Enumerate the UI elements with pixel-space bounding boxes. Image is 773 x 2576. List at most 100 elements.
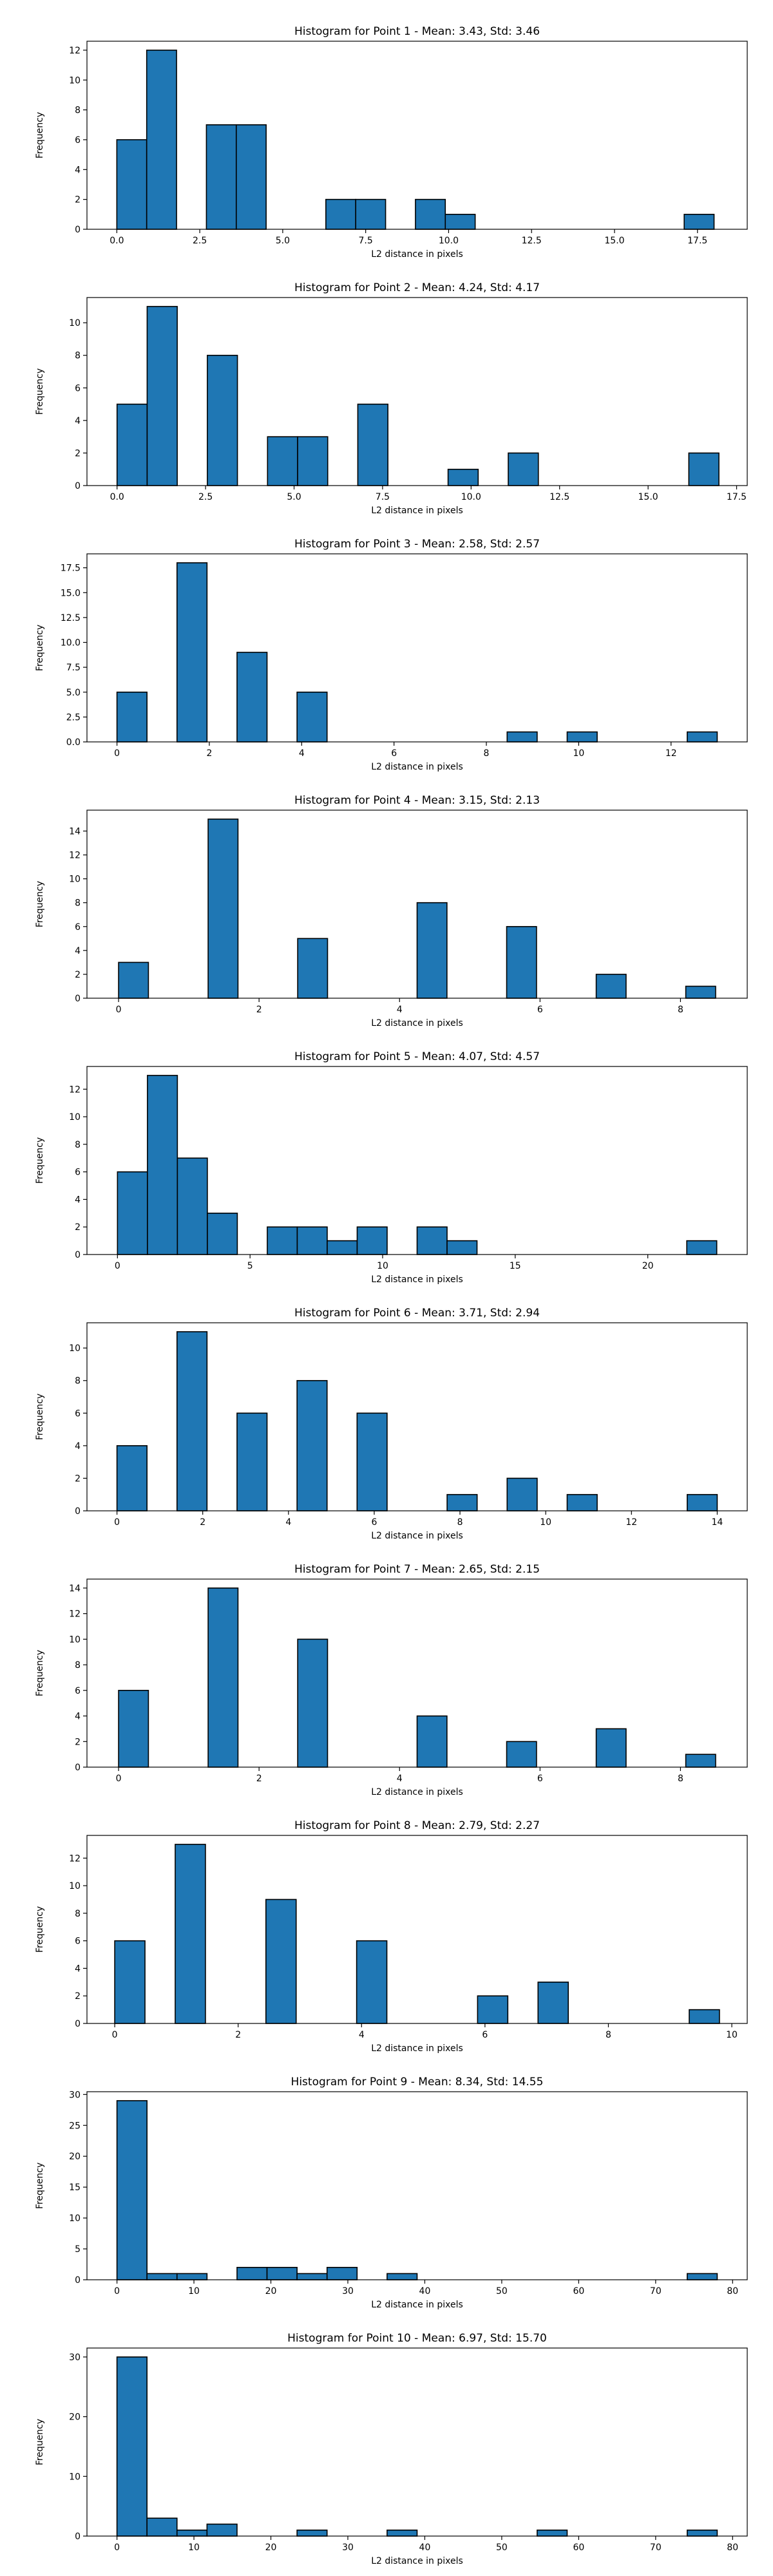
y-axis-label: Frequency [35,1906,45,1953]
histogram-bar [446,1493,478,1511]
x-tick-label: 0 [114,748,120,759]
histogram-bar [297,1638,329,1768]
y-tick-label: 2 [75,195,81,205]
x-axis-label: L2 distance in pixels [371,1018,463,1028]
y-tick-label: 20 [69,2152,81,2162]
histogram-bar [537,1982,569,2024]
histogram-bar [236,2267,268,2280]
x-axis-label: L2 distance in pixels [371,2043,463,2054]
y-tick-label: 25 [69,2121,81,2131]
y-tick-label: 17.5 [61,564,81,574]
x-axis-label: L2 distance in pixels [371,762,463,772]
x-tick-label: 2 [256,1005,262,1015]
x-tick-label: 2 [235,2030,241,2040]
histogram-bar [687,2273,718,2280]
histogram-bar [688,452,720,486]
x-tick-label: 30 [342,2286,354,2297]
axes-frame [86,41,748,230]
histogram-bar [537,2529,568,2537]
y-tick-label: 2 [75,448,81,459]
histogram-bar [566,731,598,743]
histogram-bar [176,2273,208,2280]
x-tick-label: 0 [114,2286,120,2297]
x-tick-label: 20 [265,2286,277,2297]
histogram-bar [506,1741,537,1768]
histogram-bar [266,2267,298,2280]
x-tick-label: 12.5 [549,492,569,502]
x-tick-label: 2 [200,1517,205,1528]
histogram-bar [683,214,715,230]
x-tick-label: 4 [359,2030,365,2040]
histogram-bar [118,961,149,999]
x-tick-label: 15.0 [638,492,658,502]
y-tick-label: 8 [75,1376,81,1387]
y-tick-label: 2 [75,970,81,980]
x-tick-label: 70 [650,2286,662,2297]
histogram-bar [687,731,718,743]
axes-frame [86,1835,748,2024]
y-tick-label: 4 [75,1195,81,1205]
histogram-bar [176,2529,208,2537]
histogram-bar [176,1331,208,1511]
histogram-bar [146,2273,178,2280]
y-tick-label: 4 [75,1712,81,1722]
histogram-bar [356,1940,388,2024]
y-tick-label: 0 [75,2532,81,2542]
x-axis-label: L2 distance in pixels [371,1531,463,1541]
y-tick-label: 2 [75,1222,81,1233]
histogram-panel: Histogram for Point 5 - Mean: 4.07, Std:… [35,1050,748,1285]
x-tick-label: 12 [625,1517,637,1528]
y-axis-label: Frequency [35,2419,45,2465]
x-tick-label: 10 [540,1517,551,1528]
x-tick-label: 6 [537,1005,543,1015]
x-tick-label: 2 [206,748,212,759]
x-tick-label: 0 [116,1005,122,1015]
x-tick-label: 30 [342,2543,354,2553]
histogram-bar [116,2356,148,2537]
x-tick-label: 80 [727,2286,738,2297]
y-tick-label: 0 [75,225,81,235]
histogram-bar [146,50,177,230]
x-tick-label: 2.5 [193,236,207,246]
y-tick-label: 4 [75,946,81,956]
x-tick-label: 10.0 [439,236,459,246]
y-tick-label: 12 [69,1853,81,1864]
histogram-bar [116,1445,148,1511]
histogram-bar [326,2267,358,2280]
y-tick-label: 14 [69,1584,81,1594]
y-tick-label: 0 [75,2019,81,2029]
x-tick-label: 0.0 [110,492,124,502]
y-axis-label: Frequency [35,2163,45,2209]
axes-frame [86,2091,748,2280]
x-tick-label: 0 [116,1774,122,1784]
y-axis-label: Frequency [35,625,45,671]
y-tick-label: 10 [69,1343,81,1354]
histogram-bar [117,1171,148,1255]
x-tick-label: 10 [188,2543,200,2553]
y-tick-label: 15 [69,2183,81,2193]
histogram-panel: Histogram for Point 2 - Mean: 4.24, Std:… [35,281,748,516]
histogram-bar [356,1412,388,1511]
histogram-bar [689,2009,720,2024]
x-tick-label: 40 [419,2543,431,2553]
y-tick-label: 2 [75,1737,81,1747]
axes-frame [86,810,748,999]
histogram-bar [207,819,239,999]
y-tick-label: 2 [75,1991,81,2002]
histogram-bar [146,306,178,486]
x-tick-label: 7.5 [376,492,390,502]
histogram-bar [506,731,538,743]
histogram-bar [177,1157,208,1255]
y-tick-label: 30 [69,2090,81,2100]
x-axis-label: L2 distance in pixels [371,249,463,260]
histogram-bar [685,1754,716,1768]
chart-title: Histogram for Point 5 - Mean: 4.07, Std:… [294,1050,540,1063]
y-tick-label: 0 [75,1506,81,1517]
chart-title: Histogram for Point 4 - Mean: 3.15, Std:… [294,794,540,807]
y-tick-label: 5 [75,2244,81,2255]
y-tick-label: 8 [75,1909,81,1919]
y-tick-label: 0 [75,1250,81,1260]
chart-title: Histogram for Point 3 - Mean: 2.58, Std:… [294,538,540,551]
y-tick-label: 10 [69,318,81,328]
axes-frame [86,1066,748,1255]
